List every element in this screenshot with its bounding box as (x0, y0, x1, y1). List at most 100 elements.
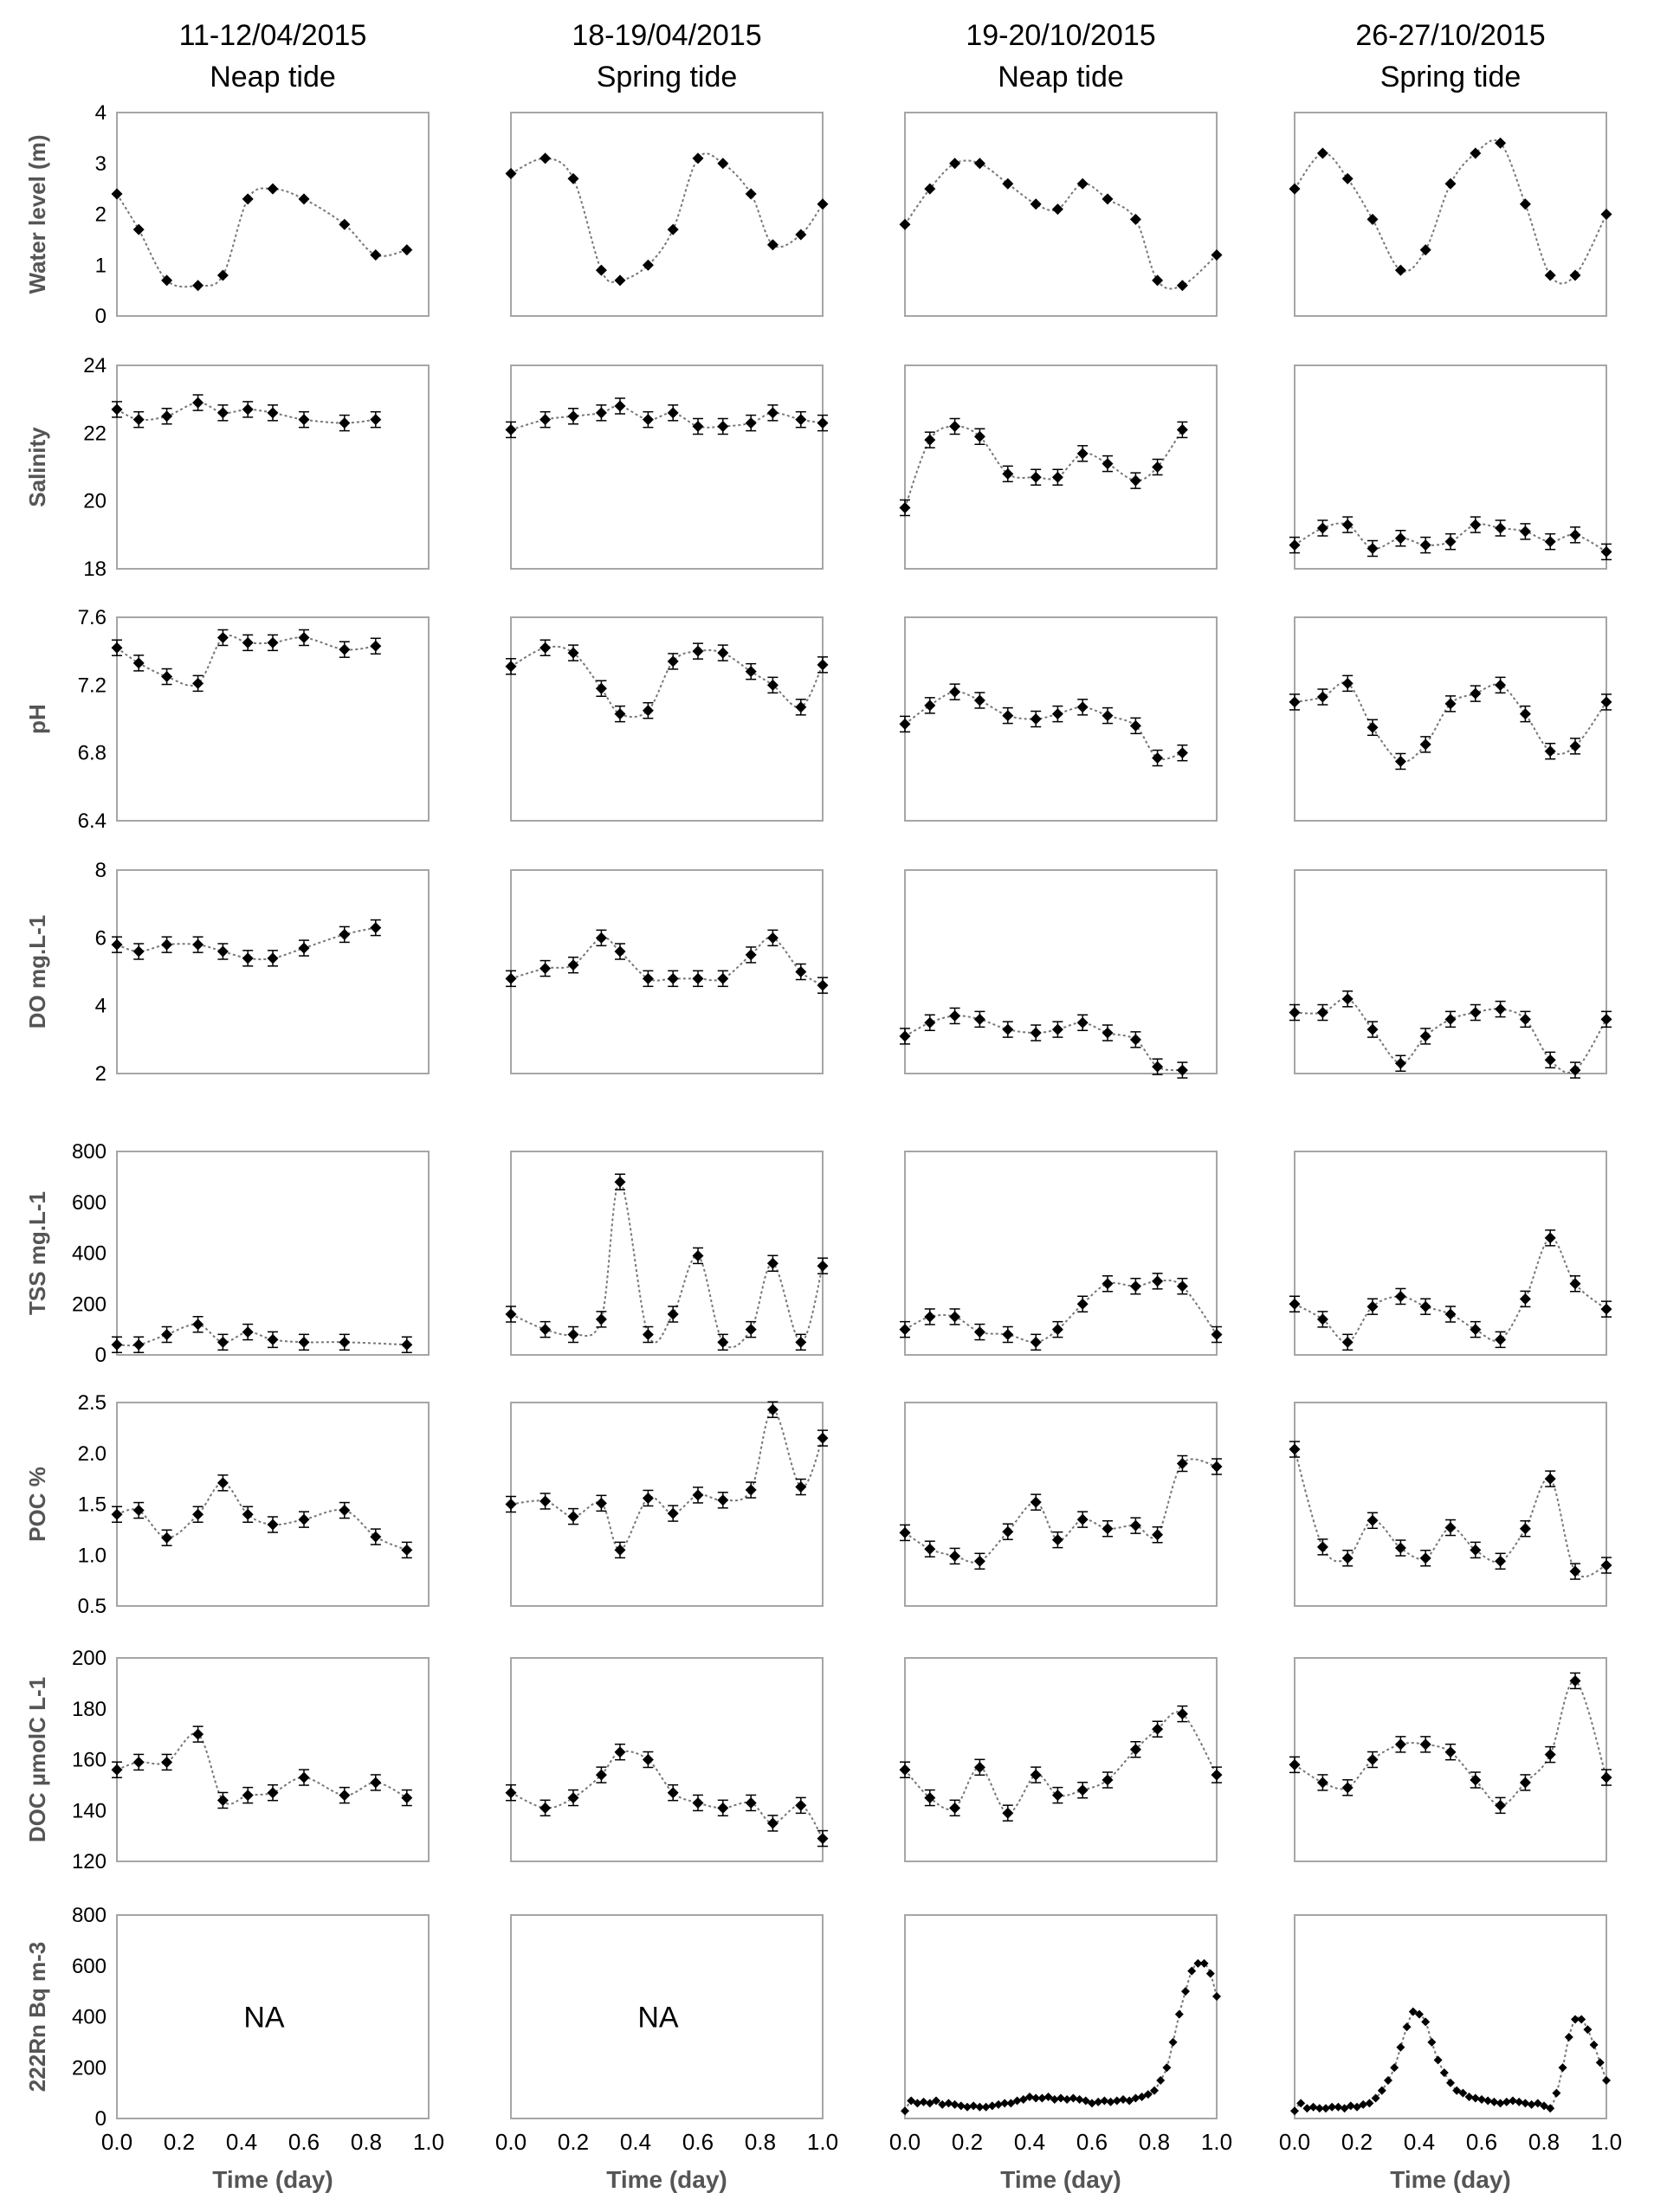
series-line (904, 1015, 1183, 1072)
data-point (924, 1016, 936, 1029)
data-point (1152, 1275, 1164, 1287)
panel: 120 140 160 180 200 (72, 1647, 430, 1873)
data-point (370, 1777, 382, 1789)
panel (1289, 616, 1612, 822)
y-tick-label: 18 (83, 558, 107, 581)
series-line (904, 425, 1184, 508)
series-line (904, 1711, 1218, 1815)
data-point (745, 949, 757, 961)
data-point (1519, 1523, 1531, 1535)
data-point (1051, 203, 1063, 216)
data-point (1156, 2075, 1166, 2085)
plot-frame (1294, 616, 1607, 822)
data-point (1006, 2099, 1016, 2108)
data-point (1308, 2102, 1318, 2112)
data-point (614, 1544, 626, 1556)
data-point (1509, 2096, 1517, 2106)
data-point (1176, 280, 1188, 292)
column-tide: Neap tide (998, 61, 1124, 94)
data-point (1030, 198, 1042, 210)
data-point (1176, 1458, 1188, 1469)
y-tick-label: 200 (72, 1647, 107, 1670)
data-point (1444, 1746, 1457, 1758)
data-point (1519, 1293, 1531, 1305)
data-point (595, 1313, 607, 1325)
data-point (1030, 1027, 1042, 1039)
data-point (1076, 701, 1089, 713)
series-line (904, 1961, 1218, 2112)
data-point (401, 1792, 413, 1804)
series-line (116, 1323, 407, 1347)
data-point (692, 152, 704, 164)
data-point (1289, 1443, 1301, 1455)
data-point (1427, 2037, 1437, 2047)
data-point (1544, 1054, 1556, 1066)
plot-frame (510, 1402, 824, 1607)
data-point (505, 423, 517, 435)
column-date: 18-19/04/2015 (572, 19, 761, 52)
data-point (1102, 193, 1114, 205)
data-point (949, 1311, 961, 1323)
data-point (1366, 1754, 1379, 1765)
data-point (1187, 1966, 1197, 1976)
data-point (1176, 423, 1188, 435)
data-point (216, 945, 229, 958)
data-point (973, 1761, 985, 1773)
data-point (1470, 1774, 1482, 1786)
y-tick-label: 2.5 (78, 1391, 107, 1415)
data-point (161, 1532, 173, 1544)
panel (505, 1657, 829, 1862)
data-point (642, 1492, 654, 1504)
data-point (132, 945, 145, 958)
data-point (595, 1497, 607, 1509)
data-point (745, 1324, 757, 1336)
data-point (1366, 543, 1379, 554)
data-point (1137, 2093, 1147, 2102)
data-point (1470, 147, 1482, 159)
data-point (1546, 2104, 1555, 2113)
y-tick-label: 0 (95, 1344, 107, 1367)
data-point (1544, 1749, 1556, 1761)
data-point (817, 417, 829, 429)
data-point (766, 1403, 779, 1416)
data-point (944, 2099, 953, 2108)
panel (1290, 1914, 1611, 2119)
x-tick-label: 0.4 (226, 2129, 257, 2155)
data-point (899, 502, 911, 513)
series-line (1294, 1680, 1607, 1807)
na-label: NA (637, 2002, 679, 2035)
panel (899, 869, 1218, 1079)
data-point (1212, 1992, 1221, 2001)
y-tick-label: 120 (72, 1850, 107, 1873)
data-point (1340, 2104, 1349, 2113)
y-axis-label: Salinity (24, 427, 50, 507)
data-point (1002, 1525, 1014, 1538)
data-point (1365, 2099, 1374, 2108)
data-point (692, 972, 704, 984)
data-point (111, 403, 123, 416)
x-tick-label: 0.6 (682, 2129, 714, 2155)
data-point (924, 1792, 936, 1804)
x-tick-label: 1.0 (1591, 2129, 1622, 2155)
data-point (1489, 2097, 1499, 2106)
data-point (1402, 2022, 1412, 2032)
data-point (161, 1756, 173, 1768)
data-point (567, 959, 579, 971)
data-point (1394, 755, 1406, 767)
y-tick-label: 20 (83, 490, 107, 513)
data-point (1419, 1300, 1431, 1312)
data-point (1341, 1552, 1354, 1564)
column-date: 26-27/10/2015 (1355, 19, 1545, 52)
data-point (745, 1484, 757, 1496)
data-point (539, 1802, 552, 1814)
data-point (1366, 213, 1379, 225)
plot-frame (510, 1657, 824, 1862)
data-point (1552, 2088, 1561, 2098)
plot-frame (116, 1151, 430, 1356)
y-tick-label: 800 (72, 1904, 107, 1927)
data-point (987, 2101, 997, 2111)
data-point (899, 1526, 911, 1538)
panel: 0 200 400 600 800 (72, 1140, 430, 1367)
panel (1289, 1151, 1612, 1356)
data-point (795, 1481, 807, 1493)
